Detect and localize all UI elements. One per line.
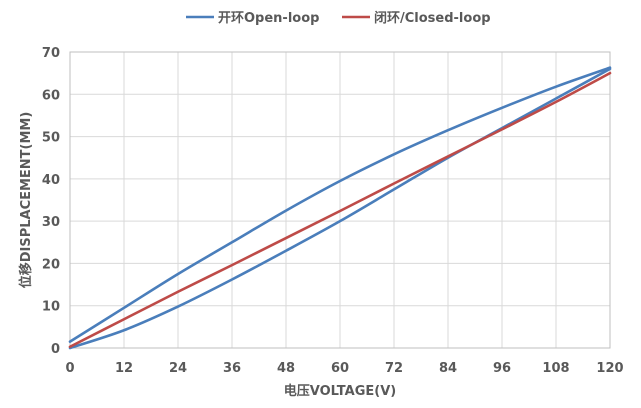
x-tick-label: 84 [439,361,457,376]
x-tick-labels: 0 12 24 36 48 60 72 84 96 108 120 [65,361,623,376]
y-tick-labels: 0 10 20 30 40 50 60 70 [42,46,60,357]
y-tick-label: 0 [51,342,60,357]
x-tick-label: 108 [542,361,569,376]
series-lines [68,66,612,350]
x-tick-label: 12 [115,361,133,376]
series-line-open-loop-lower [68,67,612,350]
x-tick-label: 60 [331,361,349,376]
x-tick-label: 120 [596,361,623,376]
y-tick-label: 30 [42,215,60,230]
y-tick-label: 60 [42,88,60,103]
x-tick-label: 48 [277,361,295,376]
y-tick-label: 20 [42,257,60,272]
x-tick-label: 0 [65,361,74,376]
x-tick-label: 36 [223,361,241,376]
legend-label: 闭环/Closed-loop [374,10,491,26]
y-tick-label: 50 [42,131,60,146]
axes [69,51,611,349]
plot-border [69,51,611,349]
series-line-closed-loop [68,71,612,349]
x-tick-label: 96 [493,361,511,376]
y-tick-label: 40 [42,173,60,188]
x-tick-label: 24 [169,361,187,376]
series-line-open-loop-upper [68,66,612,343]
y-tick-label: 10 [42,300,60,315]
x-tick-label: 72 [385,361,403,376]
x-axis-label: 电压VOLTAGE(V) [284,383,396,399]
y-tick-label: 70 [42,46,60,61]
legend: 开环Open-loop 闭环/Closed-loop [186,10,491,26]
y-axis-label: 位移DISPLACEMENT(MM) [18,112,34,289]
legend-label: 开环Open-loop [218,11,319,26]
